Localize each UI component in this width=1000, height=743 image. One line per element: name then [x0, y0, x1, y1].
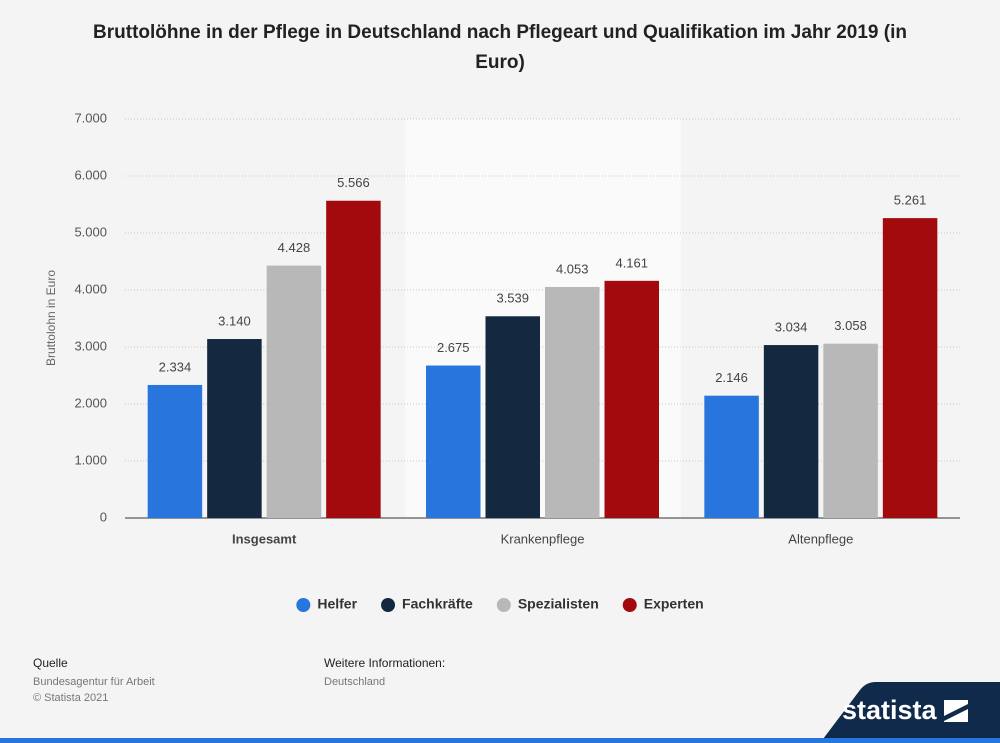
bar — [207, 339, 262, 518]
legend-marker — [496, 598, 511, 612]
bar — [704, 395, 759, 518]
value-label: 3.034 — [775, 319, 808, 334]
bar — [604, 280, 659, 518]
y-tick-label: 4.000 — [74, 281, 107, 296]
bar — [882, 218, 938, 519]
legend: Helfer Fachkräfte Spezialisten Experten — [296, 596, 704, 612]
legend-label: Spezialisten — [518, 596, 599, 612]
bar — [485, 316, 540, 518]
value-label: 3.140 — [218, 313, 251, 328]
legend-marker — [622, 598, 637, 612]
source: Bundesagentur für Arbeit — [33, 676, 155, 688]
info: Deutschland — [324, 676, 385, 688]
bar — [823, 343, 878, 518]
title-box: Bruttolöhne in der Pflege in Deutschland… — [93, 22, 907, 73]
x-tick-label: Krankenpflege — [501, 531, 585, 546]
legend-marker — [381, 598, 396, 612]
source-heading: Quelle — [33, 656, 68, 670]
legend-label: Helfer — [317, 596, 357, 612]
value-label: 4.161 — [615, 255, 648, 270]
bar — [763, 345, 819, 518]
value-label: 5.261 — [894, 193, 927, 208]
y-tick-label: 7.000 — [74, 110, 107, 125]
info-heading: Weitere Informationen: — [324, 656, 445, 670]
x-tick-label: Altenpflege — [788, 531, 853, 546]
legend-item: Spezialisten — [496, 596, 599, 612]
bar — [426, 365, 481, 518]
chart-title: Bruttolöhne in der Pflege in Deutschland… — [93, 22, 907, 73]
plot: 0 1.000 2.000 3.000 4.000 5.000 6.000 7.000 Insg… — [74, 110, 960, 546]
value-label: 3.539 — [496, 291, 529, 306]
bottom-strip — [0, 738, 1000, 743]
value-label: 2.675 — [437, 340, 470, 355]
legend-item: Experten — [622, 596, 704, 612]
value-label: 4.053 — [556, 261, 589, 276]
y-tick-label: 0 — [100, 509, 107, 524]
legend-label: Fachkräfte — [402, 596, 473, 612]
x-tick-label: Insgesamt — [232, 531, 297, 546]
y-tick-label: 3.000 — [74, 338, 107, 353]
bar — [545, 286, 600, 518]
y-tick-label: 6.000 — [74, 167, 107, 182]
value-label: 2.146 — [715, 370, 748, 385]
logo-background — [820, 682, 1000, 743]
y-tick-label: 5.000 — [74, 224, 107, 239]
bar — [326, 200, 381, 518]
bar — [147, 384, 203, 518]
copyright: © Statista 2021 — [33, 692, 108, 704]
y-axis-label: Bruttolohn in Euro — [44, 270, 58, 366]
value-label: 2.334 — [159, 359, 192, 374]
value-label: 3.058 — [834, 318, 867, 333]
bar — [266, 265, 322, 518]
legend-label: Experten — [644, 596, 704, 612]
legend-item: Fachkräfte — [381, 596, 473, 612]
y-tick-label: 1.000 — [74, 452, 107, 467]
value-label: 4.428 — [278, 240, 311, 255]
legend-marker — [296, 598, 311, 612]
logo-icon-slash — [944, 704, 968, 721]
logo-text: statista — [842, 695, 938, 725]
value-label: 5.566 — [337, 175, 370, 190]
y-tick-label: 2.000 — [74, 395, 107, 410]
legend-item: Helfer — [296, 596, 358, 612]
